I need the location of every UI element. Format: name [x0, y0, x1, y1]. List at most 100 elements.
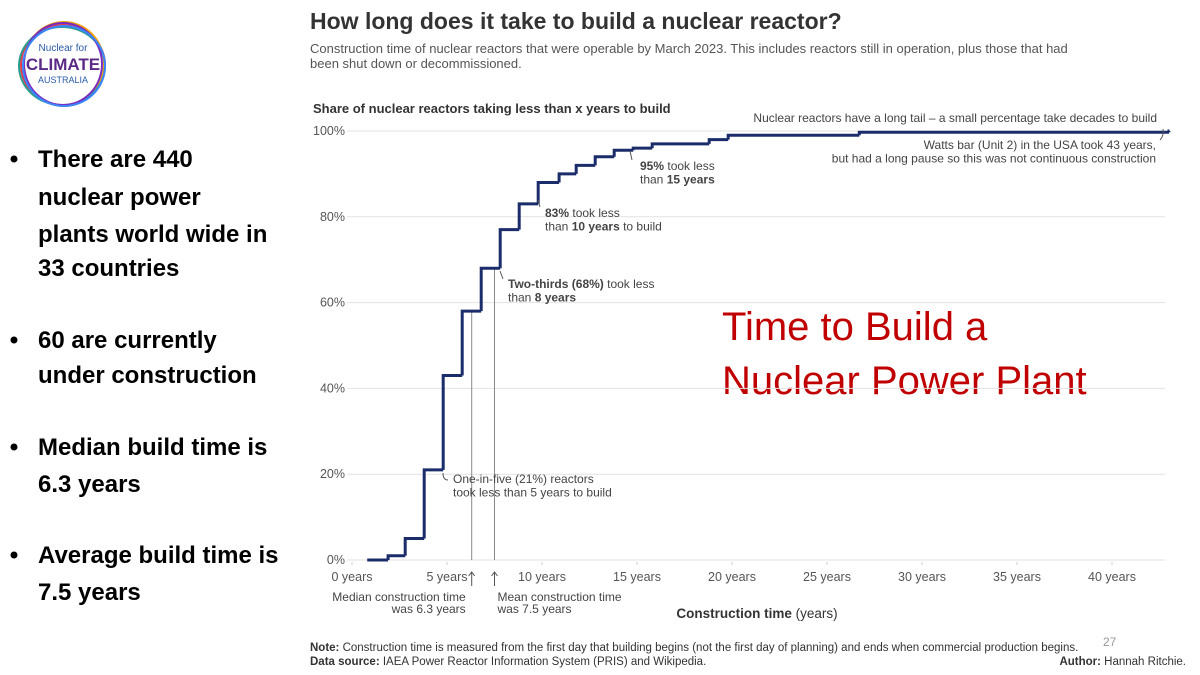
annotation-part: Watts bar (Unit 2) in the USA took 43 ye…	[924, 138, 1156, 152]
x-tick-label: 35 years	[993, 570, 1041, 584]
y-tick-label: 20%	[320, 467, 345, 481]
marker-arrow	[468, 571, 476, 586]
annotation-arrow	[442, 472, 449, 481]
annotation-part: took less	[664, 159, 715, 173]
annotation-part: took less	[569, 206, 620, 220]
annotation-arrow	[499, 270, 504, 280]
author-part: Author:	[1059, 656, 1101, 668]
step-segment	[517, 202, 539, 230]
chart-subtitle: Construction time of nuclear reactors th…	[310, 41, 1068, 56]
annotation: One-in-five (21%) reactors	[453, 472, 594, 486]
annotation-part: took less	[604, 277, 655, 291]
step-segment	[557, 172, 577, 183]
annotation: 83% took less	[545, 206, 620, 220]
annotation-part: One-in-five (21%) reactors	[453, 472, 594, 486]
annotation-part: 15 years	[667, 173, 715, 187]
bullet-text: Median build time is	[38, 434, 267, 461]
step-segment	[857, 130, 1169, 136]
step-segment	[631, 146, 653, 151]
source-part: IAEA Power Reactor Information System (P…	[380, 656, 707, 668]
annotation-part: than	[640, 173, 667, 187]
annotation: Two-thirds (68%) took less	[508, 277, 654, 291]
y-axis-title: Share of nuclear reactors taking less th…	[313, 101, 671, 116]
note-part: Note:	[310, 642, 339, 654]
annotation-part: to build	[620, 220, 662, 234]
y-tick-label: 60%	[320, 296, 345, 310]
source: Data source: IAEA Power Reactor Informat…	[310, 656, 706, 668]
marker-label: Mean construction time	[498, 590, 622, 604]
annotation: but had a long pause so this was not con…	[832, 152, 1156, 166]
annotation-part: took less than 5 years to build	[453, 486, 612, 500]
annotation-part: Two-thirds (68%)	[508, 277, 604, 291]
step-segment	[650, 142, 710, 149]
y-tick-label: 100%	[313, 124, 345, 138]
x-tick-label: 20 years	[708, 570, 756, 584]
annotation: than 10 years to build	[545, 220, 662, 234]
chart-subtitle: been shut down or decommissioned.	[310, 56, 522, 71]
overlay-text: Time to Build a	[722, 305, 988, 349]
marker-label: was 7.5 years	[497, 602, 572, 616]
x-tick-label: 15 years	[613, 570, 661, 584]
bullet-dot	[10, 336, 18, 344]
y-tick-label: 40%	[320, 381, 345, 395]
annotation: than 15 years	[640, 173, 715, 187]
annotation: Watts bar (Unit 2) in the USA took 43 ye…	[924, 138, 1156, 152]
step-segment	[707, 138, 729, 144]
logo-text: AUSTRALIA	[38, 75, 88, 85]
step-segment	[1167, 129, 1171, 133]
author: Author: Hannah Ritchie.	[1059, 656, 1186, 668]
note: Note: Construction time is measured from…	[310, 642, 1078, 654]
logo	[18, 21, 106, 107]
step-segment	[498, 228, 520, 269]
annotation-part: than	[508, 291, 535, 305]
step-segment	[593, 155, 615, 166]
annotation-arrow	[629, 150, 633, 161]
overlay-text: Nuclear Power Plant	[722, 359, 1087, 403]
bullet-text: under construction	[38, 362, 257, 389]
marker-arrow	[491, 571, 498, 586]
annotation-part: Nuclear reactors have a long tail – a sm…	[753, 111, 1157, 125]
step-segment	[612, 148, 634, 157]
bullet-text: plants world wide in	[38, 221, 267, 248]
annotation: 95% took less	[640, 159, 715, 173]
step-segment	[726, 133, 860, 140]
annotation-part: 8 years	[535, 291, 577, 305]
x-tick-label: 0 years	[332, 570, 373, 584]
bullet-dot	[10, 155, 18, 163]
annotation-arrow	[1159, 128, 1164, 141]
note-part: Construction time is measured from the f…	[339, 642, 1078, 654]
x-axis-title: Construction time (years)	[676, 606, 837, 621]
annotation: than 8 years	[508, 291, 576, 305]
bullet-text: Average build time is	[38, 542, 279, 569]
bullet-text: nuclear power	[38, 184, 201, 211]
bullet-dot	[10, 551, 18, 559]
annotation-part: 83%	[545, 206, 569, 220]
bullet-text: There are 440	[38, 146, 193, 173]
step-segment	[536, 180, 560, 204]
annotation-part: than	[545, 220, 572, 234]
x-tick-label: 5 years	[427, 570, 468, 584]
logo-text: CLIMATE	[26, 55, 100, 74]
annotation-part: 10 years	[572, 220, 620, 234]
x-axis-title-part: (years)	[792, 606, 838, 621]
x-tick-label: 25 years	[803, 570, 851, 584]
bullet-text: 33 countries	[38, 255, 179, 282]
step-segment	[574, 163, 596, 174]
bullet-text: 60 are currently	[38, 327, 217, 354]
x-tick-label: 40 years	[1088, 570, 1136, 584]
bullet-dot	[10, 443, 18, 451]
marker-label: Median construction time	[332, 590, 466, 604]
annotation-part: but had a long pause so this was not con…	[832, 152, 1156, 166]
annotation-arrow	[537, 199, 541, 208]
source-part: Data source:	[310, 656, 380, 668]
annotation: took less than 5 years to build	[453, 486, 612, 500]
y-tick-label: 0%	[327, 553, 345, 567]
step-segment	[441, 374, 463, 470]
x-tick-label: 30 years	[898, 570, 946, 584]
bullet-text: 7.5 years	[38, 579, 141, 606]
step-segment	[479, 266, 501, 312]
step-segment	[386, 554, 406, 560]
bullet-text: 6.3 years	[38, 471, 141, 498]
chart-title: How long does it take to build a nuclear…	[310, 8, 842, 34]
